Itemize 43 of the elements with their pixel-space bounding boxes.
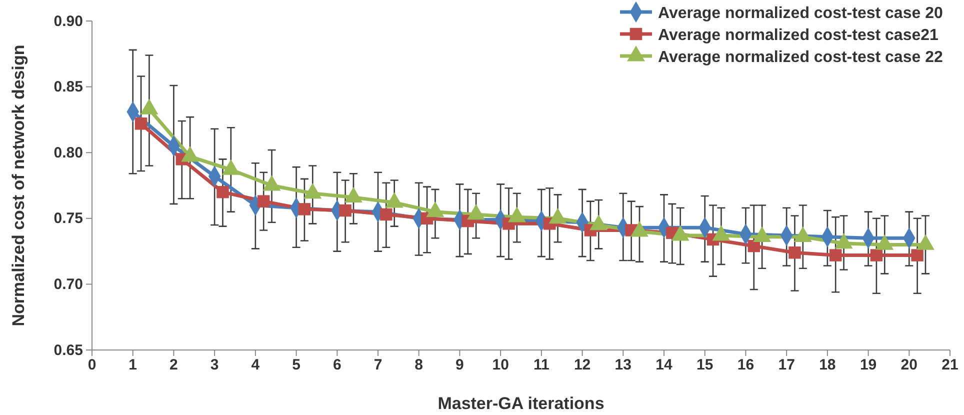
y-tick-label: 0.70 [54, 276, 83, 293]
x-tick-label: 6 [332, 356, 342, 374]
x-tick-label: 3 [210, 356, 219, 374]
point [216, 186, 229, 198]
x-tick-label: 17 [778, 356, 795, 374]
x-tick-label: 8 [414, 356, 424, 374]
legend-label: Average normalized cost-test case 20 [658, 5, 943, 22]
y-tick-label: 0.85 [54, 78, 83, 96]
x-tick-label: 0 [88, 356, 96, 374]
x-tick-label: 16 [737, 356, 754, 374]
point [134, 118, 148, 130]
x-tick-label: 21 [942, 356, 958, 374]
point [870, 249, 883, 262]
x-tick-label: 14 [656, 356, 673, 374]
y-tick-label: 0.75 [54, 210, 83, 228]
y-tick-label: 0.80 [54, 144, 83, 162]
x-axis-title: Master-GA iterations [438, 394, 604, 413]
x-tick-label: 13 [614, 356, 632, 374]
x-tick-label: 12 [574, 356, 591, 374]
x-tick-label: 1 [128, 356, 138, 374]
legend-label: Average normalized cost-test case21 [658, 27, 939, 44]
point [380, 208, 392, 221]
point [298, 203, 311, 216]
x-tick-label: 20 [900, 356, 918, 374]
x-tick-label: 9 [456, 356, 464, 374]
x-tick-label: 19 [860, 356, 877, 374]
x-tick-label: 11 [534, 356, 550, 374]
point [257, 195, 270, 208]
point [911, 249, 924, 262]
y-axis-title: Normalized cost of network design [9, 44, 28, 326]
x-tick-label: 18 [819, 356, 836, 374]
x-tick-label: 7 [374, 356, 382, 374]
x-tick-label: 5 [292, 356, 300, 374]
x-tick-label: 10 [492, 356, 509, 374]
x-tick-label: 15 [696, 356, 714, 374]
point [339, 204, 352, 217]
legend-label: Average normalized cost-test case 22 [658, 49, 943, 66]
x-tick-label: 4 [251, 356, 260, 374]
y-tick-label: 0.90 [54, 12, 83, 30]
point [788, 246, 801, 259]
x-tick-label: 2 [170, 356, 178, 374]
point [829, 249, 842, 262]
y-tick-label: 0.65 [54, 342, 83, 359]
